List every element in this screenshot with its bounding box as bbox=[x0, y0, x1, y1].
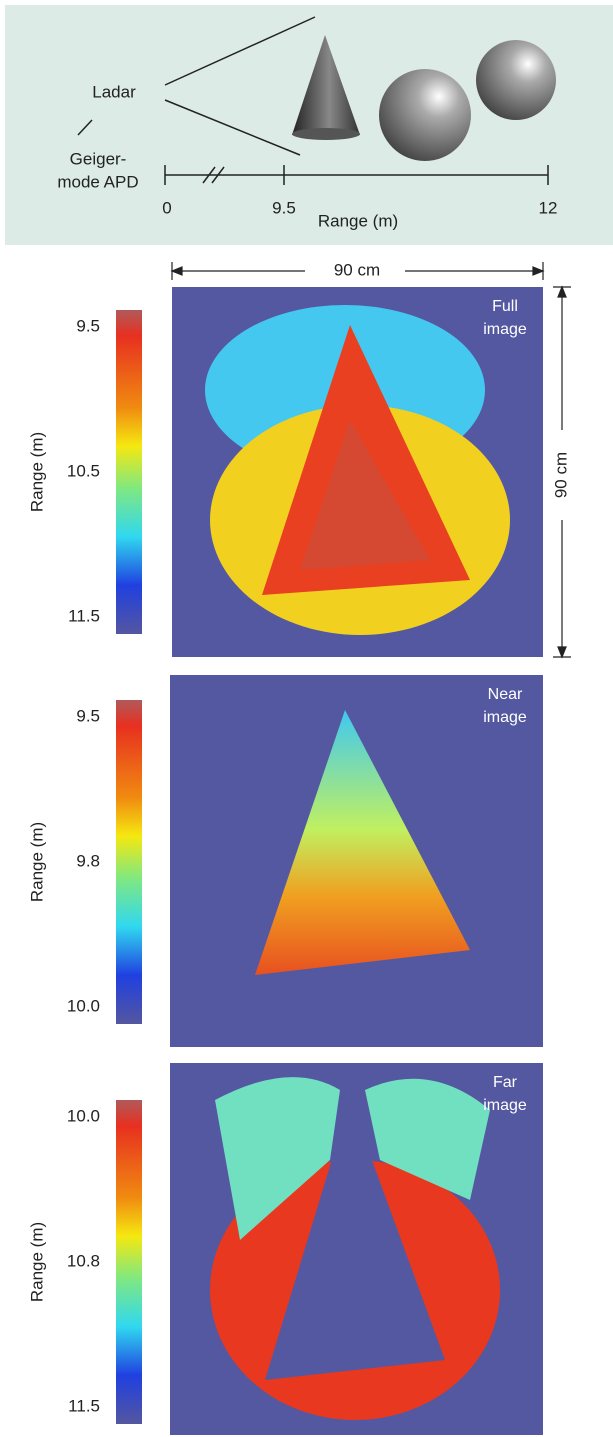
colorbar-tick-label: 10.0 bbox=[67, 996, 100, 1015]
colorbar-title: Range (m) bbox=[27, 432, 46, 512]
schematic-lines bbox=[77, 16, 549, 185]
cone-base bbox=[292, 128, 360, 140]
tick-label: 9.5 bbox=[272, 198, 296, 217]
scale-lines bbox=[170, 262, 571, 659]
apd-label: Geiger- bbox=[70, 149, 127, 168]
tick-label: 12 bbox=[539, 198, 558, 217]
panel-label: Far bbox=[493, 1074, 518, 1091]
image-region bbox=[255, 710, 470, 975]
colorbar bbox=[116, 310, 142, 634]
sphere bbox=[379, 69, 471, 161]
image-region bbox=[300, 420, 430, 570]
cone bbox=[292, 35, 360, 135]
width-label: 90 cm bbox=[334, 260, 380, 279]
panel-label: image bbox=[483, 709, 527, 726]
colorbar-tick-label: 9.8 bbox=[76, 851, 100, 870]
colorbar-tick-label: 11.5 bbox=[68, 1396, 100, 1415]
ladar-label: Ladar bbox=[92, 82, 136, 101]
image-region bbox=[215, 1077, 490, 1240]
colorbar-title: Range (m) bbox=[27, 822, 46, 902]
panel-label: image bbox=[483, 1097, 527, 1114]
panel-label: image bbox=[483, 321, 527, 338]
colorbar bbox=[116, 700, 142, 1024]
colorbar-tick-label: 10.0 bbox=[67, 1106, 100, 1125]
colorbar bbox=[116, 1100, 142, 1424]
apd-label: mode APD bbox=[57, 172, 138, 191]
colorbar-tick-label: 11.5 bbox=[68, 606, 100, 625]
colorbar-tick-label: 9.5 bbox=[76, 316, 100, 335]
height-label: 90 cm bbox=[551, 452, 570, 498]
sphere bbox=[476, 40, 556, 120]
colorbar-tick-label: 9.5 bbox=[76, 706, 100, 725]
colorbar-title: Range (m) bbox=[27, 1222, 46, 1302]
tick-label: 0 bbox=[162, 198, 171, 217]
colorbar-tick-label: 10.8 bbox=[67, 1251, 100, 1270]
panel-label: Full bbox=[492, 298, 518, 315]
colorbar-tick-label: 10.5 bbox=[67, 461, 100, 480]
axis-label: Range (m) bbox=[318, 211, 398, 230]
panel-label: Near bbox=[488, 686, 523, 703]
image-region bbox=[265, 1100, 445, 1380]
